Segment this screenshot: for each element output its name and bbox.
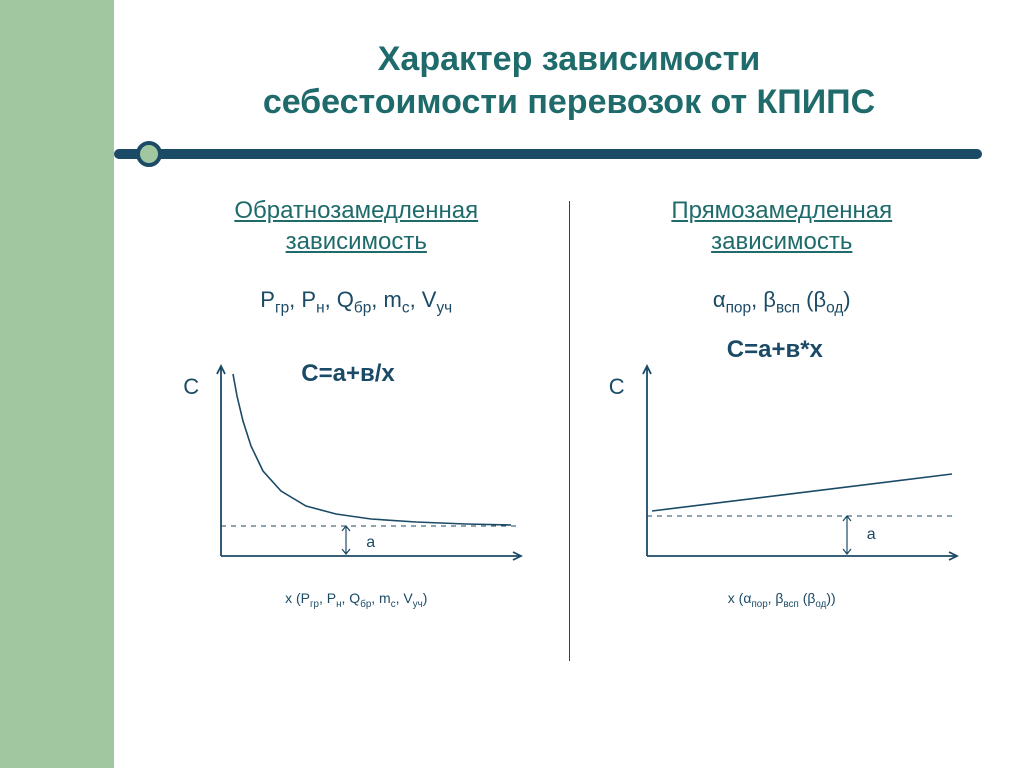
- rule-dot: [136, 141, 162, 167]
- slide-main: Характер зависимости себестоимости перев…: [114, 0, 1024, 768]
- right-heading: Прямозамедленная зависимость: [580, 195, 985, 257]
- right-heading-line2: зависимость: [711, 228, 852, 255]
- right-a-label: а: [867, 526, 876, 544]
- left-a-label: а: [366, 534, 375, 552]
- slide-title: Характер зависимости себестоимости перев…: [114, 0, 1024, 133]
- title-line-2: себестоимости перевозок от КПИПС: [263, 83, 875, 121]
- content-row: Обратнозамедленная зависимость Pгр, Pн, …: [114, 195, 1024, 661]
- right-chart-area: С С=а+в*х а: [597, 326, 967, 586]
- title-line-1: Характер зависимости: [378, 40, 761, 78]
- left-chart-svg: [171, 356, 541, 576]
- left-x-label: х (Pгр, Pн, Qбр, mс, Vуч): [154, 590, 559, 610]
- left-column: Обратнозамедленная зависимость Pгр, Pн, …: [144, 195, 569, 661]
- right-chart-svg: [597, 356, 967, 576]
- left-sidebar: [0, 0, 114, 768]
- left-heading-line2: зависимость: [286, 228, 427, 255]
- right-x-label: х (αпор, βвсп (βод)): [580, 590, 985, 610]
- right-heading-line1: Прямозамедленная: [671, 197, 892, 224]
- left-chart-area: С С=а+в/х а: [171, 326, 541, 586]
- left-variables: Pгр, Pн, Qбр, mс, Vуч: [154, 287, 559, 317]
- right-column: Прямозамедленная зависимость αпор, βвсп …: [570, 195, 995, 661]
- left-heading-line1: Обратнозамедленная: [234, 197, 478, 224]
- left-heading: Обратнозамедленная зависимость: [154, 195, 559, 257]
- right-variables: αпор, βвсп (βод): [580, 287, 985, 317]
- rule-bar: [114, 149, 982, 159]
- title-rule: [114, 141, 1024, 167]
